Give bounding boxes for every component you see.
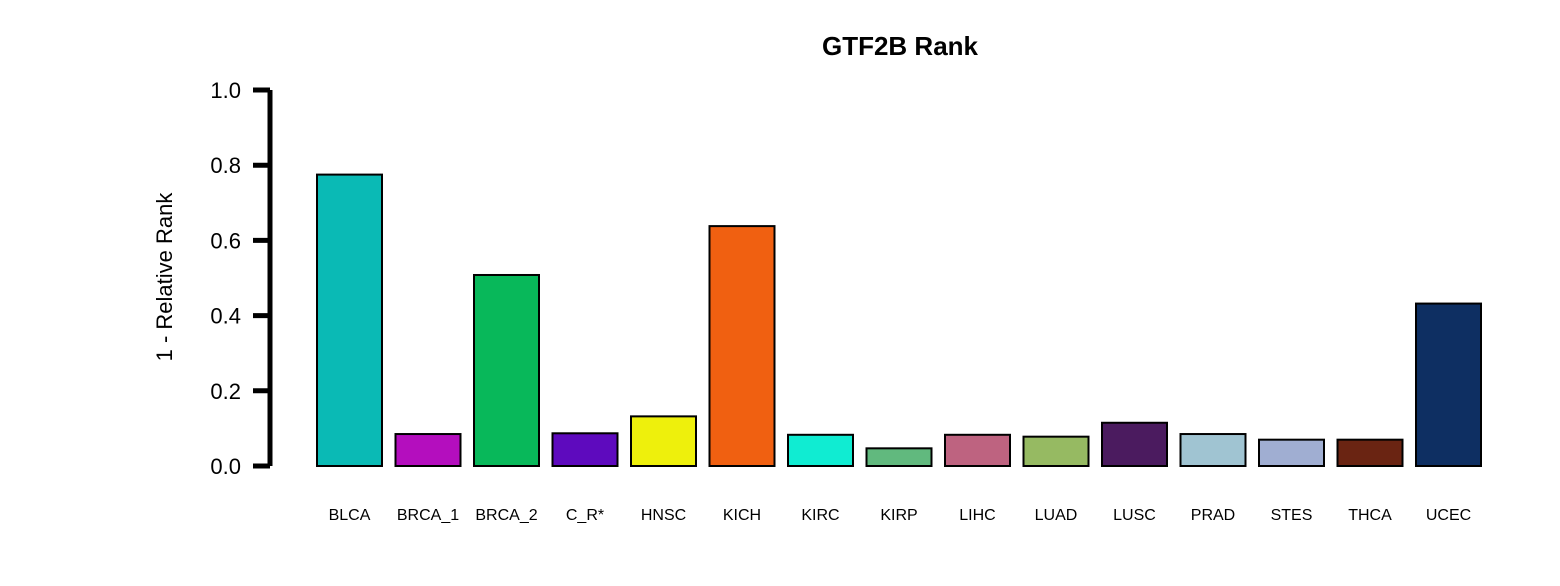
bar-stes	[1258, 438, 1325, 467]
x-tick-label: KIRC	[801, 507, 839, 524]
bar-c-r	[551, 432, 619, 467]
x-tick-label: BRCA_2	[475, 507, 537, 524]
x-tick-label: BLCA	[329, 507, 371, 524]
bar-thca	[1336, 438, 1404, 467]
bars	[316, 173, 1482, 468]
bar-prad	[1179, 433, 1247, 468]
bar-kirp	[865, 447, 933, 468]
chart-title: GTF2B Rank	[822, 31, 979, 61]
x-tick-label: C_R*	[566, 507, 604, 524]
x-tick-label: UCEC	[1426, 507, 1471, 524]
bar-kich	[708, 225, 776, 467]
y-tick-label: 0.0	[210, 454, 241, 479]
x-tick-label: HNSC	[641, 507, 686, 524]
x-tick-labels: BLCA BRCA_1 BRCA_2 C_R* HNSC KICH KIRC KIRP LIHC…	[329, 507, 1472, 524]
y-tick-label: 0.6	[210, 228, 241, 253]
bar-blca	[316, 173, 383, 467]
bar-ucec	[1415, 302, 1482, 467]
y-tick-label: 0.8	[210, 153, 241, 178]
x-tick-label: LIHC	[959, 507, 995, 524]
y-axis: 0.0 0.2 0.4 0.6 0.8 1.0	[210, 78, 273, 479]
bar-kirc	[787, 433, 854, 467]
x-tick-label: STES	[1271, 507, 1313, 524]
x-tick-label: KICH	[723, 507, 761, 524]
bar-lusc	[1101, 421, 1168, 468]
y-tick-label: 1.0	[210, 78, 241, 103]
x-tick-label: KIRP	[880, 507, 917, 524]
bar-brca-1	[394, 433, 462, 468]
x-tick-label: PRAD	[1191, 507, 1235, 524]
bar-luad	[1022, 435, 1090, 467]
bar-lihc	[944, 433, 1011, 467]
bar-brca-2	[473, 273, 540, 467]
x-tick-label: LUAD	[1035, 507, 1078, 524]
bar-hnsc	[630, 415, 697, 468]
x-tick-label: BRCA_1	[397, 507, 459, 524]
x-tick-label: THCA	[1348, 507, 1392, 524]
x-tick-label: LUSC	[1113, 507, 1156, 524]
y-tick-label: 0.2	[210, 379, 241, 404]
y-axis-label: 1 - Relative Rank	[152, 192, 177, 362]
y-tick-label: 0.4	[210, 304, 241, 329]
